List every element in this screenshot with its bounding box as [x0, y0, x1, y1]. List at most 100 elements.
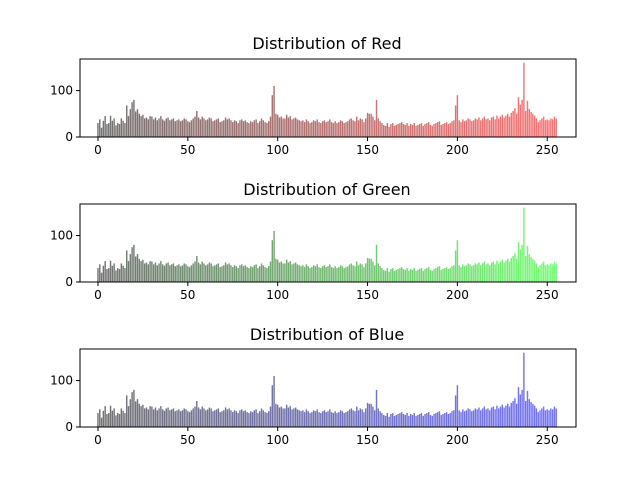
red-bar	[357, 120, 360, 137]
red-bar	[163, 120, 166, 137]
blue-bar	[321, 411, 324, 427]
red-ticks: 0 50 100 150 200 250 0 100	[50, 84, 559, 157]
blue-bar	[424, 414, 426, 427]
blue-bar	[375, 389, 378, 427]
green-bar	[219, 267, 221, 282]
green-bar	[174, 266, 176, 282]
blue-bar	[260, 408, 263, 427]
blue-bar	[339, 410, 342, 427]
red-bar	[467, 118, 469, 137]
red-bar	[321, 121, 324, 137]
blue-bar	[232, 412, 234, 427]
red-bar	[235, 121, 238, 137]
blue-bar	[451, 411, 453, 427]
red-bar	[519, 104, 522, 137]
blue-bar	[212, 411, 214, 427]
blue-bar	[361, 409, 363, 427]
blue-bar	[117, 413, 119, 427]
blue-bar	[226, 409, 229, 427]
green-bar	[266, 268, 268, 282]
blue-bar	[427, 412, 430, 427]
green-bar	[109, 260, 112, 282]
red-bar	[190, 120, 193, 137]
green-bar	[276, 259, 279, 282]
red-bar	[323, 120, 326, 137]
green-bar	[197, 262, 200, 282]
blue-bar	[287, 407, 290, 427]
green-bar	[408, 270, 410, 282]
blue-bar	[126, 395, 128, 427]
green-bar	[188, 267, 191, 282]
red-bar	[241, 119, 243, 137]
blue-bar	[374, 410, 376, 427]
red-bar	[205, 120, 207, 137]
x-tick-label: 150	[356, 288, 379, 302]
blue-bar	[551, 409, 554, 427]
blue-bar	[165, 408, 167, 427]
red-bar	[494, 119, 496, 137]
red-bar	[400, 122, 403, 137]
blue-bar	[300, 411, 302, 427]
green-bar	[390, 269, 392, 282]
green-bar	[384, 270, 387, 282]
blue-bar	[348, 409, 351, 427]
red-bar	[386, 123, 389, 137]
red-bar	[438, 121, 441, 137]
red-bar	[533, 115, 536, 137]
red-bar	[544, 120, 547, 137]
blue-bar	[188, 412, 191, 427]
blue-axes-frame	[79, 348, 577, 428]
green-bar	[239, 265, 241, 282]
red-bar	[287, 117, 290, 137]
green-bar	[431, 270, 433, 282]
green-bar	[480, 265, 482, 282]
red-bar	[417, 124, 419, 137]
red-bar	[388, 126, 390, 137]
red-bar	[460, 122, 462, 137]
red-bar	[487, 118, 489, 137]
green-bar	[314, 266, 317, 282]
green-bar	[377, 263, 380, 282]
green-bar	[429, 269, 432, 282]
red-bar	[463, 121, 466, 137]
blue-bar	[474, 408, 477, 427]
red-bar	[260, 118, 263, 137]
green-bar	[124, 268, 126, 282]
green-bar	[323, 265, 326, 282]
green-bar	[230, 265, 232, 282]
green-bar	[523, 207, 525, 282]
blue-bar	[307, 411, 309, 427]
green-bar	[471, 266, 473, 282]
red-bar	[365, 118, 367, 137]
red-bar	[232, 122, 234, 137]
blue-bar	[514, 398, 516, 427]
red-bar	[444, 123, 446, 137]
red-bar	[508, 116, 511, 137]
red-bar	[108, 123, 110, 137]
red-bar	[339, 120, 342, 137]
blue-bar	[149, 406, 151, 427]
blue-bar	[129, 399, 132, 427]
green-bar	[170, 264, 173, 282]
green-bar	[368, 258, 371, 282]
red-bar	[106, 124, 108, 137]
blue-bar	[183, 408, 185, 427]
blue-bar	[142, 404, 144, 427]
red-bar	[120, 118, 123, 137]
blue-bar	[345, 412, 347, 427]
red-bar	[253, 120, 256, 137]
red-bar	[298, 120, 300, 137]
green-bar	[533, 260, 536, 282]
green-bar	[293, 263, 295, 282]
blue-bar	[291, 409, 293, 427]
red-bar	[217, 118, 220, 137]
blue-bar	[388, 416, 390, 427]
blue-bar	[262, 410, 265, 427]
blue-bar	[109, 405, 112, 427]
red-bar	[187, 121, 189, 137]
red-bar	[267, 121, 270, 137]
red-bar	[483, 116, 486, 137]
blue-bar	[415, 415, 417, 427]
red-bar	[356, 116, 358, 137]
y-tick-label: 100	[50, 84, 73, 98]
